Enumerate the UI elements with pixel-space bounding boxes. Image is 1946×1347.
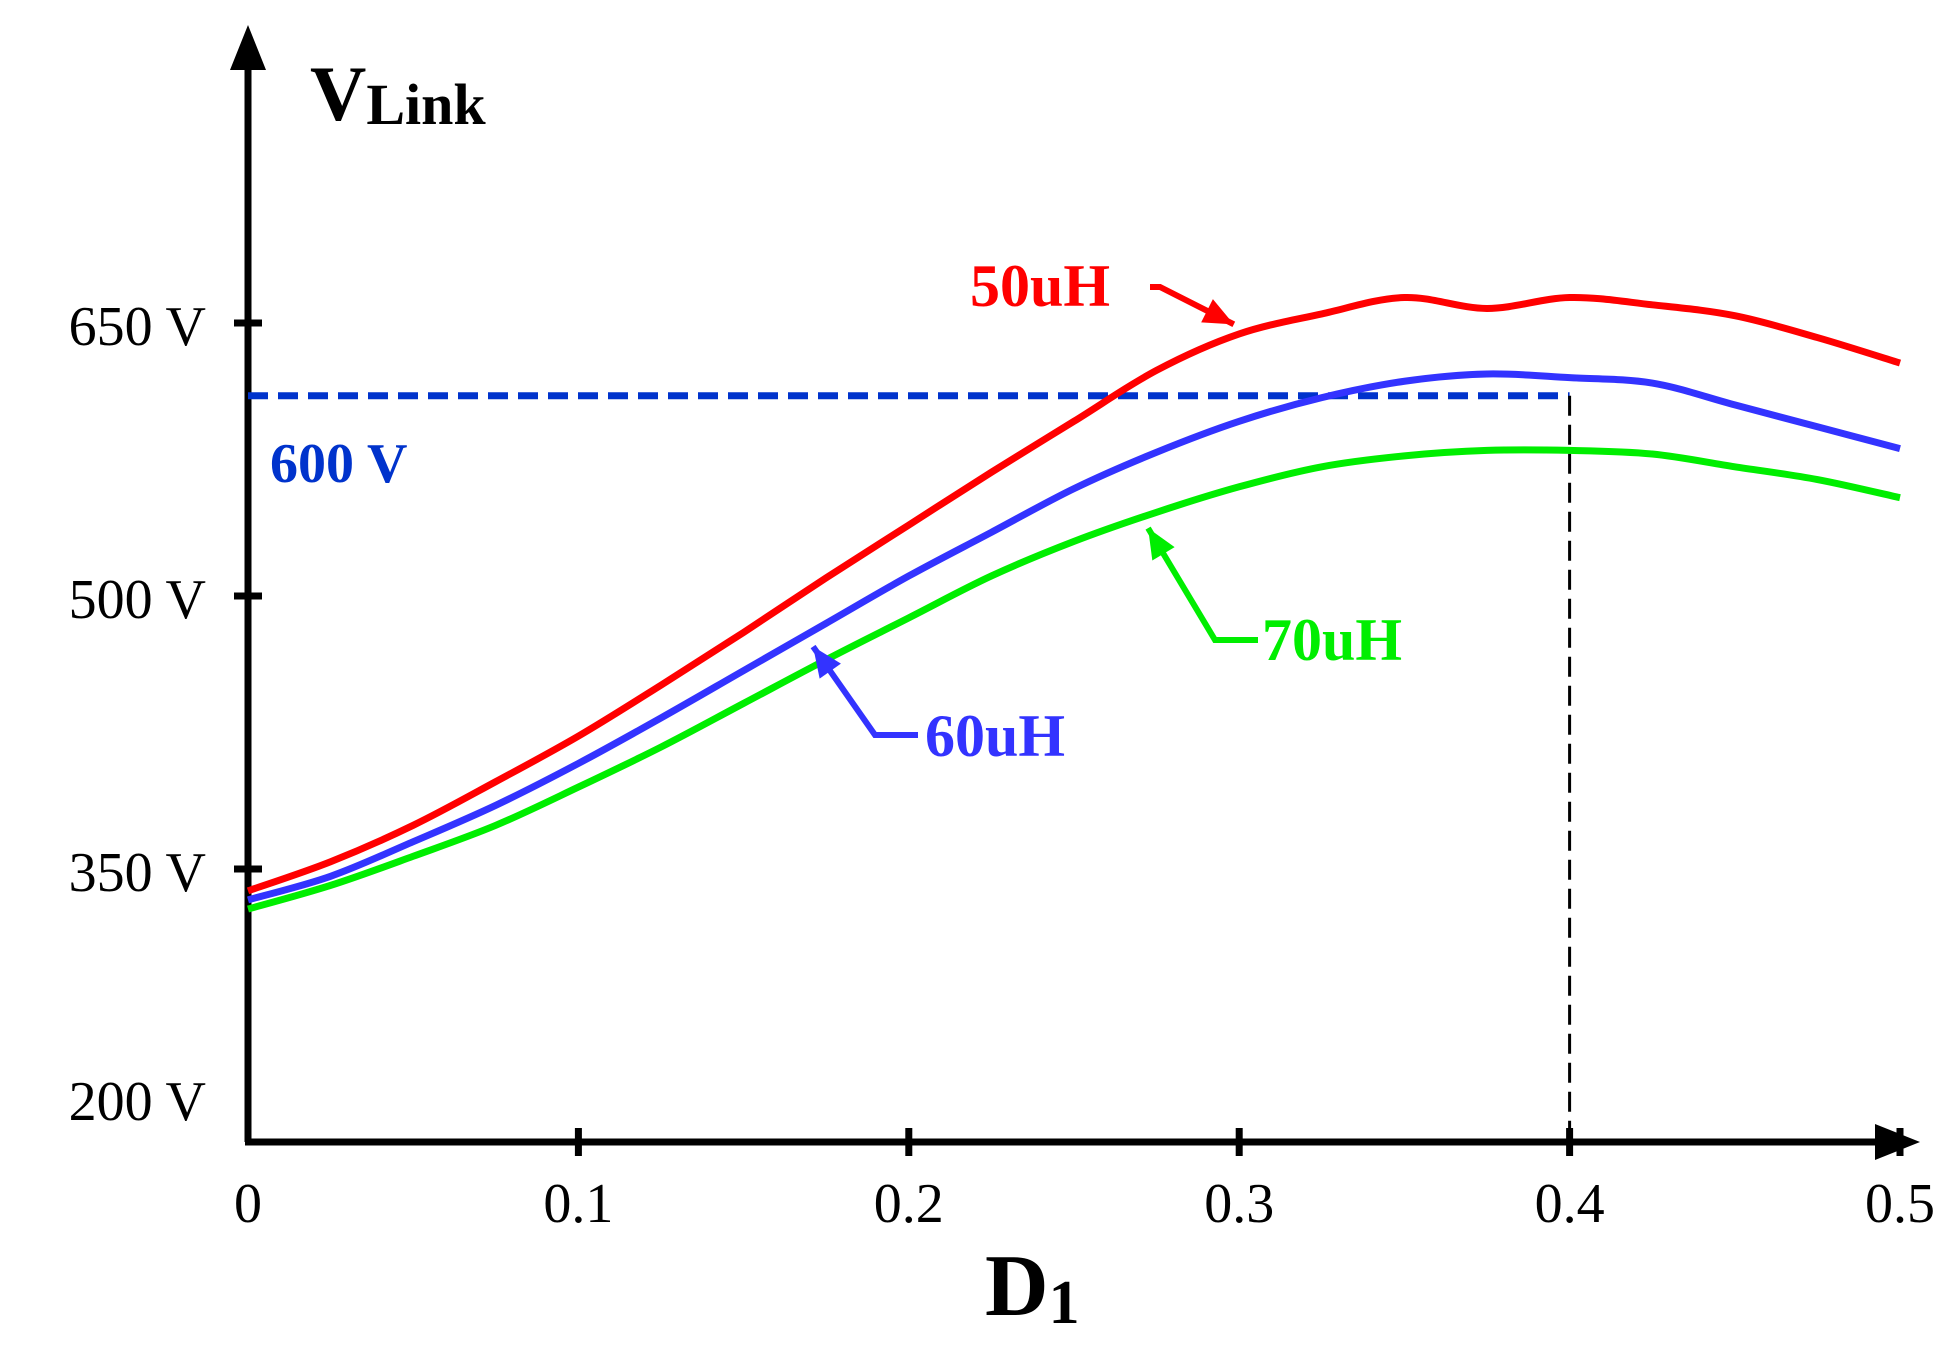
leader-arrow-50uh [1201, 299, 1234, 325]
x-tick-label-5: 0.5 [1865, 1173, 1935, 1235]
x-tick-label-0: 0 [234, 1173, 262, 1235]
x-tick-label-3: 0.3 [1204, 1173, 1274, 1235]
series-line-70uh [247, 446, 1901, 913]
series-group [246, 293, 1902, 913]
x-tick-label-2: 0.2 [874, 1173, 944, 1235]
x-tick-label-4: 0.4 [1535, 1173, 1605, 1235]
series-label-60uh: 60uH [925, 703, 1065, 769]
x-axis-title-sub: 1 [1049, 1269, 1080, 1337]
reference-line-label: 600 V [270, 433, 407, 495]
y-axis-arrow [230, 25, 266, 70]
x-axis-title-main: D [985, 1238, 1049, 1335]
series-label-70uh: 70uH [1262, 607, 1402, 673]
x-axis-title: D1 [985, 1238, 1080, 1337]
y-axis-title: VLink [310, 50, 486, 137]
x-tick-label-1: 0.1 [543, 1173, 613, 1235]
y-tick-label-0: 200 V [69, 1071, 206, 1133]
leader-line-70uh [1145, 526, 1258, 643]
leader-line-60uh [810, 644, 918, 738]
y-tick-label-3: 650 V [69, 296, 206, 358]
y-tick-label-1: 350 V [69, 842, 206, 904]
y-axis-title-main: V [310, 50, 366, 137]
y-axis-title-sub: Link [366, 72, 486, 137]
y-tick-label-2: 500 V [69, 569, 206, 631]
axis-ticks [234, 319, 1904, 1156]
axis-tick-labels: 0 0.1 0.2 0.3 0.4 0.5 200 V 350 V 500 V 650 V [69, 296, 1935, 1235]
series-label-50uh: 50uH [970, 253, 1110, 319]
series-line-60uh [247, 370, 1901, 904]
leader-arrow-60uh [813, 646, 841, 679]
leader-arrow-70uh [1148, 528, 1175, 561]
series-line-50uh [246, 293, 1902, 895]
